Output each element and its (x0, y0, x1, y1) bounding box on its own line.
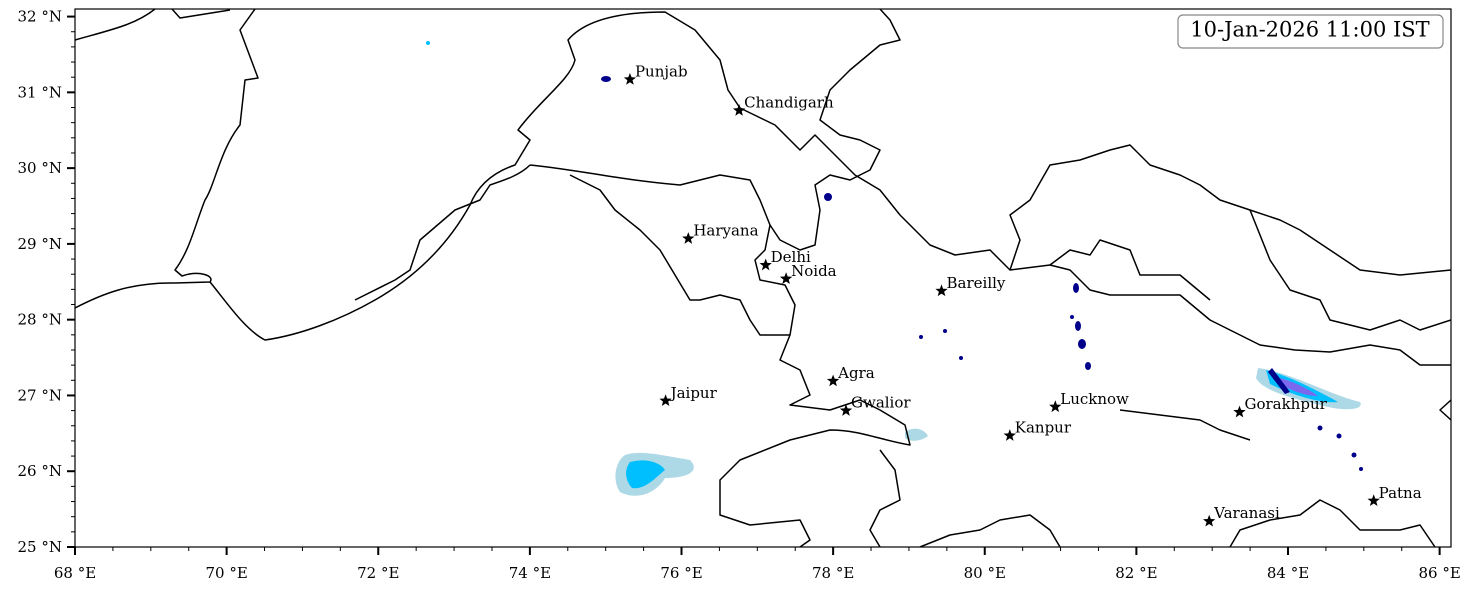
city-label: Gorakhpur (1244, 395, 1327, 413)
timestamp: 10-Jan-2026 11:00 IST (1190, 18, 1429, 42)
x-tick-label: 84 °E (1267, 564, 1309, 582)
city-marker (682, 232, 695, 244)
city-label: Varanasi (1213, 504, 1280, 522)
boundary (1439, 399, 1451, 421)
y-tick-label: 29 °N (18, 235, 62, 253)
x-tick-label: 76 °E (660, 564, 702, 582)
city-marker (1233, 405, 1246, 418)
boundary (1049, 239, 1211, 301)
precipitation (426, 41, 1363, 496)
x-tick-label: 72 °E (357, 564, 399, 582)
city-label: Delhi (771, 248, 811, 266)
city-marker (1049, 400, 1062, 413)
boundary (354, 164, 531, 301)
y-tick-label: 27 °N (18, 386, 62, 404)
city-label: Agra (837, 364, 875, 382)
city-label: Gwalior (851, 394, 911, 412)
x-tick-label: 70 °E (205, 564, 247, 582)
city-label: Chandigarh (744, 94, 834, 112)
city-marker (732, 104, 746, 116)
city-label: Punjab (635, 62, 688, 80)
x-tick-label: 74 °E (509, 564, 551, 582)
x-tick-label: 68 °E (54, 564, 96, 582)
boundary (1249, 209, 1451, 331)
city-marker (779, 272, 793, 284)
city-label: Lucknow (1060, 390, 1129, 408)
y-tick-label: 26 °N (18, 462, 62, 480)
city-marker (839, 404, 853, 416)
boundary (869, 449, 901, 547)
y-tick-label: 25 °N (18, 538, 62, 556)
y-tick-label: 32 °N (18, 8, 62, 26)
timestamp-box (1177, 14, 1444, 49)
city-label: Haryana (693, 222, 758, 240)
city-marker (1203, 514, 1216, 527)
city-marker (759, 258, 772, 271)
y-tick-label: 28 °N (18, 311, 62, 329)
boundary (75, 9, 156, 41)
x-tick-label: 82 °E (1115, 564, 1157, 582)
city-marker (1367, 494, 1380, 506)
boundary (919, 514, 1061, 547)
y-tick-label: 30 °N (18, 159, 62, 177)
x-tick-label: 86 °E (1418, 564, 1460, 582)
city-marker (659, 394, 672, 406)
boundary (171, 9, 231, 19)
boundary (1229, 499, 1436, 547)
x-tick-label: 80 °E (964, 564, 1006, 582)
boundary (769, 9, 901, 251)
y-tick-label: 31 °N (18, 83, 62, 101)
boundary (569, 174, 790, 336)
boundary (1009, 144, 1451, 276)
city-label: Noida (791, 262, 837, 280)
city-label: Jaipur (669, 384, 718, 402)
city-label: Bareilly (947, 274, 1006, 292)
boundary (209, 11, 1451, 366)
city-marker (1003, 429, 1016, 441)
map-layer (75, 9, 1451, 547)
boundary (75, 9, 259, 309)
plot-frame (74, 8, 1452, 548)
boundary (1119, 409, 1251, 441)
city-label: Patna (1379, 484, 1422, 502)
city-marker (935, 284, 948, 297)
city-marker (623, 73, 637, 85)
city-marker (826, 374, 840, 387)
x-tick-label: 78 °E (812, 564, 854, 582)
boundary (529, 164, 911, 547)
city-label: Kanpur (1015, 419, 1072, 437)
